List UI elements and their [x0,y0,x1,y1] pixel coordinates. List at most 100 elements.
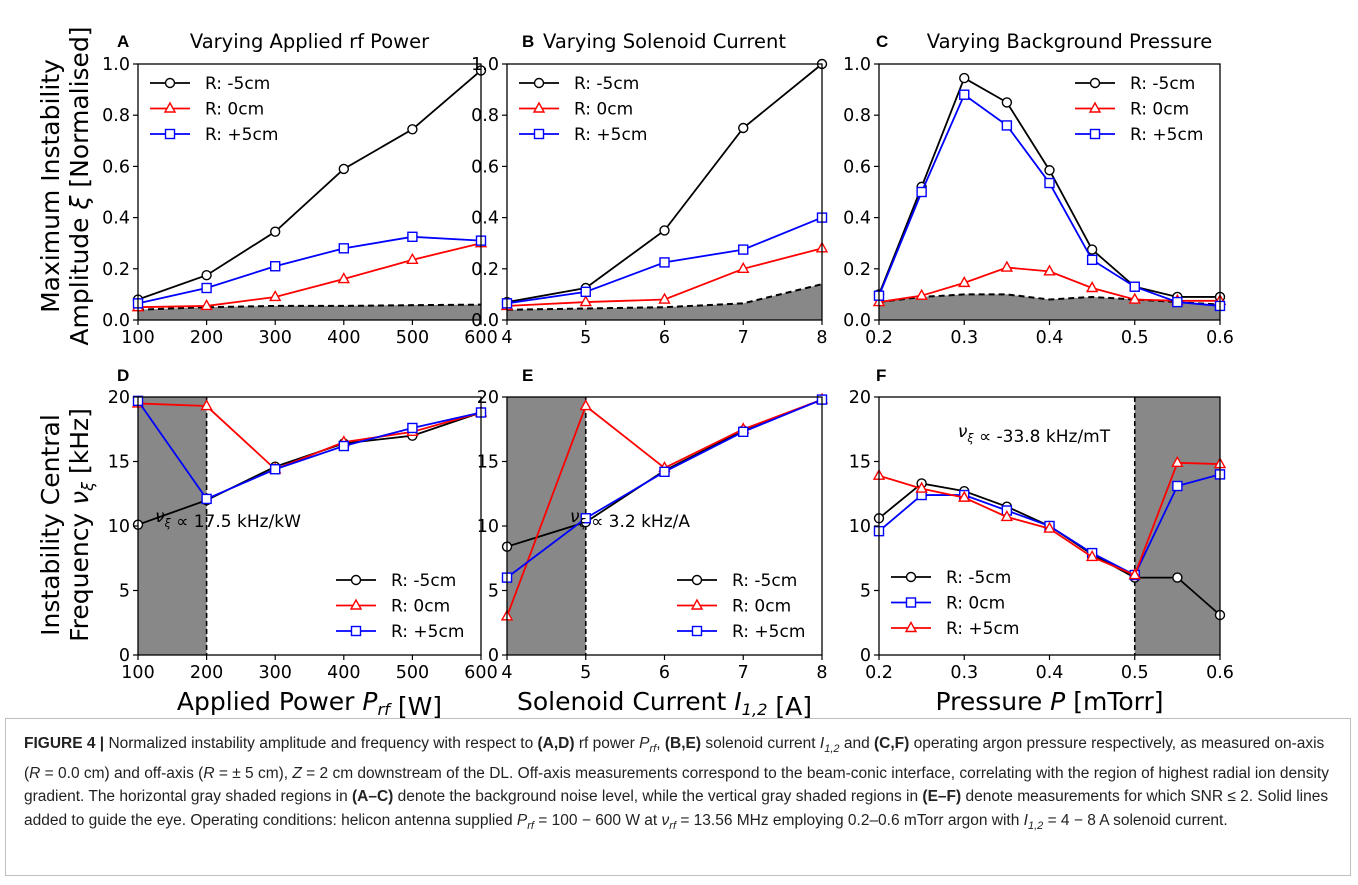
caption-segment: 1,2 [1027,819,1044,832]
x-tick-label: 8 [816,328,827,348]
x-tick-label: 0.4 [1036,328,1064,348]
caption-segment: solenoid current [701,735,820,752]
y-tick-label: 15 [108,453,130,473]
math-symbol: I [734,687,741,716]
data-point [164,77,176,89]
data-point [1172,480,1183,492]
data-point [1001,120,1013,131]
label-text: [kHz] [65,408,94,482]
y-tick-label: 5 [119,582,130,602]
series-line [137,400,482,501]
data-point [338,440,349,452]
data-point [350,625,362,637]
series-line [137,242,482,309]
data-point [1089,77,1101,89]
math-subscript: ξ [579,517,587,530]
caption-segment: rf power [574,735,640,752]
data-point [337,272,350,284]
x-tick-label: 0.6 [1206,328,1234,348]
label-text: Pressure [935,687,1042,716]
panel-F: 0 5 10 15 20 0.2 0.3 0.4 0.5 0.6 F Pressure P [mTor… [849,366,1234,716]
data-point [958,275,971,288]
data-point [905,597,917,608]
y-tick-label: 10 [477,517,499,537]
y-tick-label: 0.8 [102,106,130,126]
y-tick-label: 0.8 [471,106,499,126]
noise-band [138,304,481,320]
data-point [164,128,176,140]
x-tick-label: 4 [501,328,512,348]
label-text: Frequency [65,505,94,642]
annotation: νξ ∝ 3.2 kHz/A [570,507,690,532]
legend-label: R: +5cm [732,622,805,642]
legend-label: R: 0cm [1130,100,1189,120]
caption-segment: (C,F) [874,735,910,752]
x-tick-label: 100 [121,328,154,348]
ylabel-line-2: Amplitude ξ [Normalised] [65,26,94,345]
data-point [659,257,670,268]
panel-letter: E [522,366,533,385]
caption-segment: P [639,735,650,752]
caption-segment: (B,E) [664,735,702,752]
x-tick-label: 300 [258,663,291,683]
data-point [691,574,703,586]
data-point [738,122,749,134]
x-tick-label: 7 [738,328,749,348]
y-tick-label: 5 [860,582,871,602]
math-symbol: ν [570,507,580,527]
x-tick-label: 100 [121,663,154,683]
panel-letter: F [876,366,886,385]
caption-segment: denote the background noise level, while… [393,788,923,806]
y-tick-label: 10 [108,517,130,537]
label-text: ∝ -33.8 kHz/mT [974,427,1111,447]
y-tick-label: 5 [488,582,499,602]
panel-title: Varying Solenoid Current [543,30,786,53]
x-tick-label: 5 [580,328,591,348]
caption-segment: (E–F) [922,788,962,806]
data-point [407,124,418,135]
data-point [1044,165,1055,176]
label-text: [W] [390,692,442,718]
data-point [533,77,545,89]
caption-segment: I [819,735,825,752]
label-text: Applied Power [177,687,362,716]
annotation: νξ ∝ 17.5 kHz/kW [155,507,301,532]
data-point [691,625,703,637]
y-tick-label: 1.0 [843,55,871,75]
x-tick-label: 200 [190,663,223,683]
data-point [533,128,545,140]
x-tick-label: 600 [464,663,497,683]
data-point [270,226,281,237]
data-point [200,298,213,311]
panel-title: Varying Background Pressure [927,30,1212,53]
panel-A: 0.0 0.2 0.4 0.6 0.8 1.0 100 200 300 400 500 600 A Var… [102,30,498,348]
y-tick-label: 20 [849,388,871,408]
data-point [958,490,971,502]
caption-segment: ν [661,811,670,829]
legend-label: R: -5cm [574,74,639,94]
data-point [580,513,591,524]
data-point [915,288,928,300]
data-point [904,621,918,633]
top-y-axis-label: Maximum Instability Amplitude ξ [Normalis… [36,26,94,345]
y-tick-label: 0.4 [471,209,499,229]
x-tick-label: 400 [327,663,360,683]
caption-segment: (A,D) [537,735,575,752]
data-point [1086,244,1098,255]
y-tick-label: 15 [849,453,871,473]
math-subscript: rf [377,700,392,718]
data-point [1088,101,1102,113]
panel-C: 0.00.20.40.60.81.00.2 0.3 0.4 0.5 0.6C Varyin… [843,30,1234,348]
legend-label: R: +5cm [946,619,1019,639]
data-point [350,574,362,586]
data-point [659,225,670,236]
series-line [137,402,482,471]
caption-segment: = 100 − 600 W at [534,811,662,829]
data-point [270,261,281,272]
y-tick-label: 0.0 [102,311,130,331]
caption-segment: rf [669,819,677,832]
data-point [579,295,592,307]
ylabel-line-2: Frequency νξ [kHz] [65,408,97,642]
panel-letter: D [117,366,129,385]
